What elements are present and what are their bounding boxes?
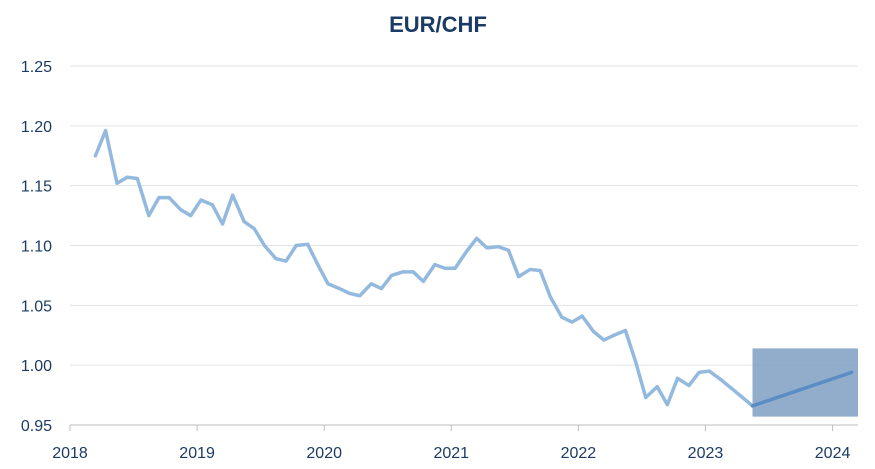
historical-point bbox=[475, 236, 479, 240]
historical-point bbox=[306, 242, 310, 246]
historical-point bbox=[125, 175, 129, 179]
historical-point bbox=[294, 243, 298, 248]
historical-line bbox=[93, 128, 755, 408]
y-tick-label: 0.95 bbox=[21, 418, 52, 435]
historical-point bbox=[326, 282, 330, 286]
historical-point bbox=[697, 370, 701, 374]
historical-point bbox=[538, 269, 542, 273]
historical-point bbox=[633, 359, 638, 364]
historical-point bbox=[453, 266, 457, 270]
historical-point bbox=[506, 248, 511, 252]
historical-point bbox=[655, 385, 659, 389]
y-tick-label: 1.20 bbox=[21, 119, 52, 136]
historical-point bbox=[729, 386, 733, 390]
historical-point bbox=[369, 282, 373, 286]
historical-point bbox=[592, 330, 596, 334]
historical-point bbox=[93, 154, 98, 158]
historical-point bbox=[199, 198, 203, 202]
historical-point bbox=[401, 270, 405, 274]
historical-point bbox=[337, 286, 342, 291]
historical-point bbox=[115, 181, 119, 185]
historical-point bbox=[379, 286, 383, 291]
x-tick-label: 2019 bbox=[179, 445, 215, 462]
historical-point bbox=[189, 213, 193, 218]
historical-point bbox=[517, 275, 521, 279]
historical-point bbox=[528, 267, 532, 272]
historical-point bbox=[178, 208, 183, 212]
x-tick-label: 2024 bbox=[815, 445, 851, 462]
historical-point bbox=[687, 383, 691, 388]
x-tick-labels: 2018 2019 2020 2021 2022 2023 2024 bbox=[52, 445, 850, 462]
historical-point bbox=[675, 376, 680, 380]
historical-point bbox=[231, 193, 235, 197]
historical-point bbox=[389, 273, 394, 278]
historical-point bbox=[602, 338, 606, 342]
y-tick-label: 1.10 bbox=[21, 239, 52, 256]
historical-point bbox=[719, 377, 723, 382]
historical-point bbox=[433, 263, 437, 267]
historical-point bbox=[135, 176, 139, 181]
gridlines bbox=[70, 65, 858, 366]
y-tick-labels: 1.25 1.20 1.15 1.10 1.05 1.00 0.95 bbox=[21, 59, 52, 435]
series-layer bbox=[93, 128, 854, 408]
historical-point bbox=[570, 320, 574, 324]
x-tick-label: 2022 bbox=[561, 445, 597, 462]
axis-layer bbox=[69, 424, 858, 431]
historical-point bbox=[316, 263, 320, 267]
historical-point bbox=[220, 222, 225, 226]
historical-point bbox=[274, 257, 278, 261]
historical-point bbox=[167, 196, 171, 200]
historical-point bbox=[707, 369, 711, 373]
x-tick-label: 2018 bbox=[52, 445, 88, 462]
historical-point bbox=[358, 294, 362, 298]
chart-title: EUR/CHF bbox=[389, 12, 487, 37]
historical-point bbox=[496, 245, 500, 249]
historical-point bbox=[464, 249, 469, 254]
historical-point bbox=[242, 219, 246, 224]
historical-point bbox=[580, 314, 584, 318]
forecast-band bbox=[752, 348, 858, 417]
historical-point bbox=[548, 295, 553, 299]
historical-point bbox=[252, 227, 256, 231]
historical-point bbox=[485, 246, 489, 250]
historical-point bbox=[560, 315, 564, 319]
historical-point bbox=[623, 328, 628, 333]
forecast-band-layer bbox=[752, 348, 858, 417]
historical-point bbox=[348, 291, 352, 295]
y-tick-label: 1.00 bbox=[21, 358, 52, 375]
historical-point bbox=[284, 259, 288, 263]
historical-point bbox=[411, 270, 415, 274]
x-tick-label: 2021 bbox=[433, 445, 469, 462]
forecast-line bbox=[750, 370, 854, 408]
historical-point bbox=[103, 129, 108, 133]
y-tick-label: 1.05 bbox=[21, 298, 52, 315]
y-tick-label: 1.25 bbox=[21, 59, 52, 76]
forecast-point bbox=[850, 370, 854, 374]
historical-point bbox=[157, 196, 161, 200]
y-tick-label: 1.15 bbox=[21, 179, 52, 196]
historical-point bbox=[262, 243, 267, 248]
historical-point bbox=[739, 394, 743, 398]
historical-point bbox=[612, 333, 616, 337]
historical-point bbox=[421, 279, 425, 283]
x-tick-label: 2020 bbox=[306, 445, 342, 462]
x-tick-label: 2023 bbox=[688, 445, 724, 462]
historical-point bbox=[443, 266, 447, 270]
historical-point bbox=[665, 403, 669, 407]
forecast-point bbox=[750, 404, 755, 408]
historical-point bbox=[644, 395, 648, 400]
historical-point bbox=[210, 203, 214, 207]
historical-point bbox=[147, 213, 151, 218]
